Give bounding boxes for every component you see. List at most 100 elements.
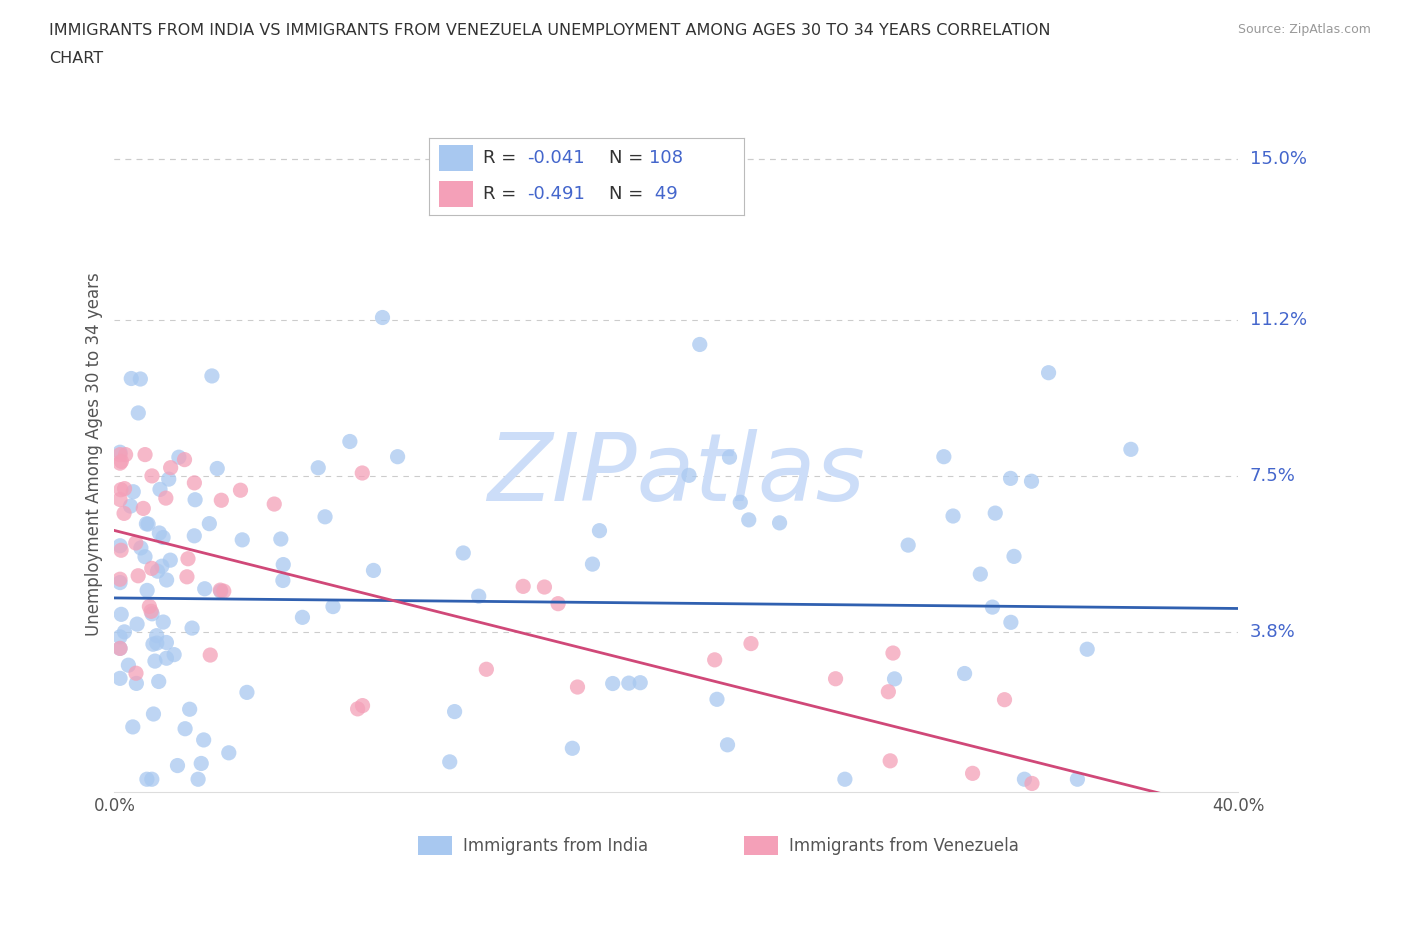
Point <box>877 684 900 699</box>
Point <box>209 584 232 599</box>
Point <box>108 630 131 644</box>
Point <box>159 460 181 475</box>
Point <box>768 515 790 530</box>
Point <box>291 610 314 625</box>
Point <box>969 566 991 581</box>
Point <box>108 445 131 459</box>
Point <box>824 671 846 686</box>
FancyBboxPatch shape <box>418 836 451 856</box>
Point <box>143 654 166 669</box>
Point <box>149 482 172 497</box>
Point <box>179 702 201 717</box>
Point <box>602 676 624 691</box>
Point <box>134 447 156 462</box>
Point <box>387 449 409 464</box>
Point <box>716 737 738 752</box>
Point <box>740 636 762 651</box>
Point <box>617 676 640 691</box>
Point <box>163 647 186 662</box>
Point <box>730 495 752 510</box>
Point <box>993 692 1015 707</box>
Point <box>146 564 169 578</box>
Point <box>148 525 170 540</box>
Point <box>981 600 1004 615</box>
Point <box>139 604 162 618</box>
Point <box>108 456 131 471</box>
Point <box>229 483 252 498</box>
Point <box>1000 615 1022 630</box>
Point <box>201 368 224 383</box>
Point <box>181 620 204 635</box>
Point <box>108 492 131 507</box>
Point <box>112 506 135 521</box>
Point <box>322 599 344 614</box>
Point <box>136 583 159 598</box>
Point <box>198 516 221 531</box>
Point <box>127 617 149 631</box>
Point <box>512 578 534 593</box>
Point <box>117 658 139 672</box>
Point <box>142 707 165 722</box>
Point <box>443 704 465 719</box>
Point <box>108 575 131 590</box>
Point <box>346 701 368 716</box>
Point <box>110 607 132 622</box>
Point <box>1119 442 1142 457</box>
Point <box>125 666 148 681</box>
Point <box>897 538 920 552</box>
Point <box>108 538 131 553</box>
Text: Immigrants from Venezuela: Immigrants from Venezuela <box>789 837 1019 855</box>
Point <box>1076 642 1098 657</box>
Point <box>108 641 131 656</box>
Point <box>567 680 589 695</box>
Point <box>120 371 142 386</box>
Point <box>155 491 177 506</box>
Point <box>270 532 292 547</box>
Point <box>152 615 174 630</box>
Point <box>110 483 132 498</box>
Point <box>834 772 856 787</box>
Point <box>127 405 149 420</box>
Point <box>127 568 149 583</box>
Point <box>177 551 200 566</box>
Point <box>183 528 205 543</box>
Point <box>108 641 131 656</box>
Point <box>200 647 222 662</box>
Point <box>146 635 169 650</box>
Point <box>984 506 1007 521</box>
Point <box>136 517 159 532</box>
Point <box>1002 549 1025 564</box>
Point <box>363 563 385 578</box>
Point <box>148 674 170 689</box>
Point <box>155 651 177 666</box>
Point <box>167 450 190 465</box>
Point <box>581 557 603 572</box>
Point <box>588 524 610 538</box>
Point <box>193 733 215 748</box>
Text: 7.5%: 7.5% <box>1250 467 1295 485</box>
Point <box>962 766 984 781</box>
Point <box>738 512 761 527</box>
Point <box>879 753 901 768</box>
Text: CHART: CHART <box>49 51 103 66</box>
Point <box>156 573 179 588</box>
Point <box>314 510 336 525</box>
Point <box>953 666 976 681</box>
Point <box>339 434 361 449</box>
Point <box>187 772 209 787</box>
Point <box>129 372 152 387</box>
Point <box>352 466 374 481</box>
Point <box>209 583 232 598</box>
Point <box>141 469 163 484</box>
Point <box>703 653 725 668</box>
Point <box>547 596 569 611</box>
Point <box>212 584 235 599</box>
Point <box>1038 365 1060 380</box>
Point <box>932 449 955 464</box>
Point <box>122 485 145 499</box>
Point <box>108 447 131 462</box>
Point <box>218 745 240 760</box>
Point <box>155 635 177 650</box>
Point <box>145 629 167 644</box>
Point <box>150 559 173 574</box>
